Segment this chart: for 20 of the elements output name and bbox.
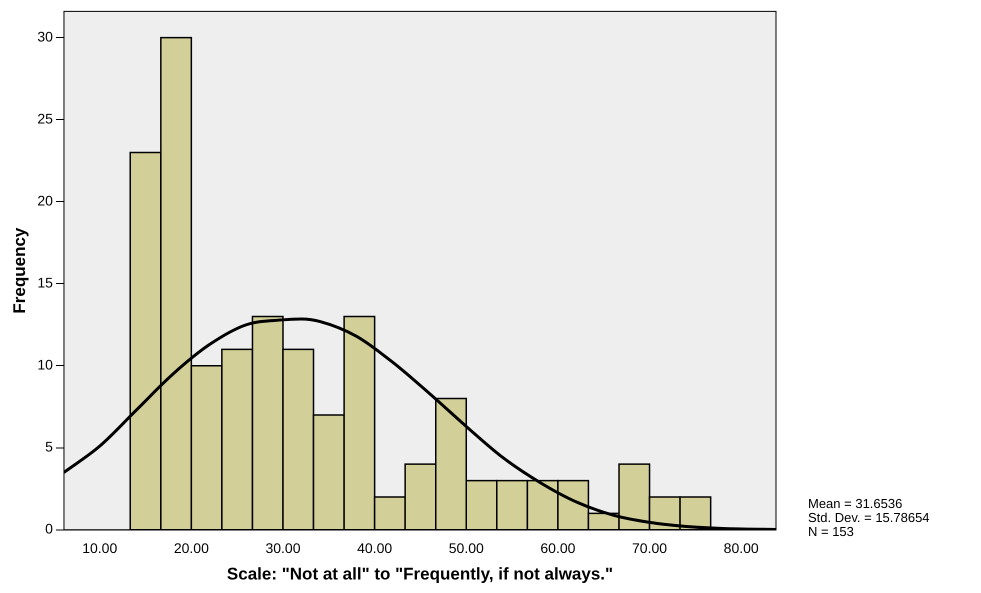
x-tick-label: 70.00 — [632, 540, 668, 556]
text: Mean = 31.6536 — [808, 496, 902, 512]
x-tick-label: 30.00 — [265, 540, 301, 556]
y-tick-label: 20 — [37, 192, 54, 209]
y-axis-title: Frequency — [10, 227, 29, 314]
y-tick-label: 5 — [45, 438, 54, 455]
x-tick-label: 10.00 — [82, 540, 118, 556]
text: N = 153 — [808, 524, 854, 540]
y-tick-label: 10 — [37, 356, 54, 373]
text: Std. Dev. = 15.78654 — [808, 510, 930, 526]
x-tick-label: 20.00 — [174, 540, 210, 556]
y-tick-label: 25 — [37, 110, 54, 127]
x-tick-label: 60.00 — [540, 540, 576, 556]
x-tick-label: 40.00 — [357, 540, 392, 556]
y-tick-label: 30 — [37, 28, 54, 45]
y-tick-label: 0 — [45, 520, 54, 537]
x-tick-label: 80.00 — [724, 540, 759, 556]
x-tick-label: 50.00 — [448, 540, 484, 556]
y-tick-label: 15 — [37, 274, 54, 291]
x-axis-title: Scale: "Not at all" to "Frequently, if not always." — [226, 564, 614, 584]
